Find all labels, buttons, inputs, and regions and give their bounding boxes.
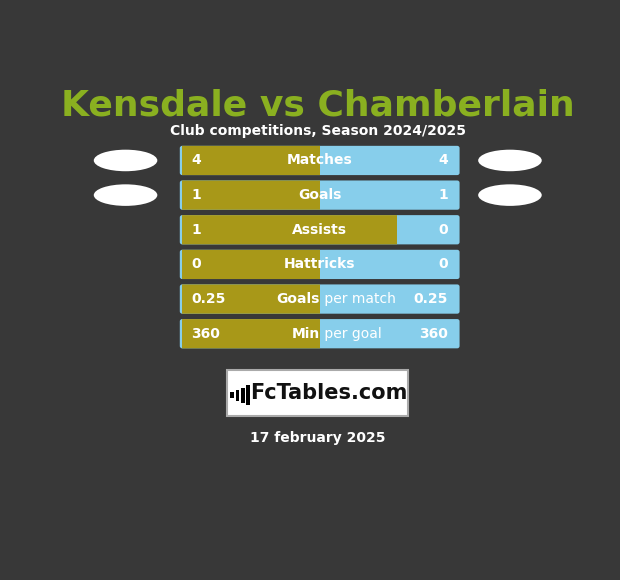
FancyBboxPatch shape bbox=[227, 370, 409, 416]
Text: 0: 0 bbox=[438, 223, 448, 237]
FancyBboxPatch shape bbox=[180, 250, 459, 279]
FancyBboxPatch shape bbox=[180, 319, 459, 349]
Text: 0: 0 bbox=[192, 258, 201, 271]
Ellipse shape bbox=[478, 150, 542, 171]
FancyBboxPatch shape bbox=[180, 284, 459, 314]
Text: 1: 1 bbox=[192, 223, 201, 237]
FancyBboxPatch shape bbox=[180, 146, 322, 175]
Text: per match: per match bbox=[320, 292, 396, 306]
Bar bbox=[247, 385, 250, 405]
Text: Club competitions, Season 2024/2025: Club competitions, Season 2024/2025 bbox=[170, 124, 466, 137]
Text: Goals: Goals bbox=[277, 292, 320, 306]
FancyBboxPatch shape bbox=[180, 180, 322, 210]
Text: 1: 1 bbox=[192, 188, 201, 202]
FancyBboxPatch shape bbox=[180, 319, 322, 349]
Bar bbox=[241, 387, 245, 403]
Text: 0.25: 0.25 bbox=[192, 292, 226, 306]
Ellipse shape bbox=[478, 184, 542, 206]
FancyBboxPatch shape bbox=[180, 250, 322, 279]
Text: 4: 4 bbox=[192, 154, 201, 168]
Text: 360: 360 bbox=[419, 327, 448, 340]
Text: per goal: per goal bbox=[320, 327, 381, 340]
Text: Kensdale vs Chamberlain: Kensdale vs Chamberlain bbox=[61, 89, 575, 123]
Bar bbox=[230, 392, 234, 398]
Text: 0.25: 0.25 bbox=[414, 292, 448, 306]
Bar bbox=[236, 390, 239, 401]
Text: Min: Min bbox=[291, 327, 320, 340]
FancyBboxPatch shape bbox=[180, 215, 459, 244]
Text: 360: 360 bbox=[192, 327, 220, 340]
Ellipse shape bbox=[94, 150, 157, 171]
Text: Matches: Matches bbox=[287, 154, 353, 168]
Ellipse shape bbox=[94, 184, 157, 206]
FancyBboxPatch shape bbox=[180, 215, 399, 244]
Text: FcTables.com: FcTables.com bbox=[250, 383, 407, 403]
FancyBboxPatch shape bbox=[180, 284, 322, 314]
FancyBboxPatch shape bbox=[180, 180, 459, 210]
Text: Hattricks: Hattricks bbox=[284, 258, 355, 271]
FancyBboxPatch shape bbox=[180, 146, 459, 175]
Text: 4: 4 bbox=[438, 154, 448, 168]
Text: 1: 1 bbox=[438, 188, 448, 202]
Text: 0: 0 bbox=[438, 258, 448, 271]
Text: 17 february 2025: 17 february 2025 bbox=[250, 431, 386, 445]
Text: Goals: Goals bbox=[298, 188, 342, 202]
Text: Assists: Assists bbox=[292, 223, 347, 237]
